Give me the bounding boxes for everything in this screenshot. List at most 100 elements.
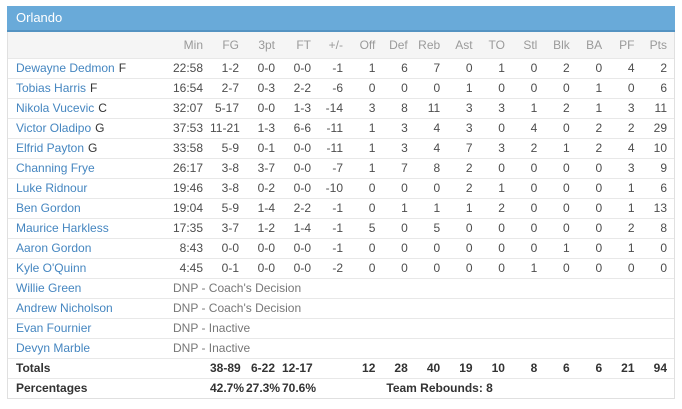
player-name-cell: Aaron Gordon — [8, 238, 168, 259]
stat-cell: 0 — [479, 218, 512, 239]
stat-cell: 1-4 — [282, 218, 318, 239]
stat-cell: 0-3 — [246, 78, 282, 99]
stat-cell: 3 — [447, 98, 480, 119]
totals-stat-cell: 38-89 — [210, 358, 246, 379]
totals-stat-cell: 12-17 — [282, 358, 318, 379]
stat-cell: 10 — [641, 138, 674, 159]
table-row: Luke Ridnour 19:46 3-8 0-2 0-0 -10 0 0 0 2 1 0 0 0 1 6 — [8, 178, 674, 199]
stat-cell: -10 — [318, 178, 350, 199]
table-row: Nikola Vucevic C 32:07 5-17 0-0 1-3 -14 3 8 11 3 3 1… — [8, 98, 674, 119]
stat-cell: 4 — [627, 61, 635, 75]
player-position: F — [118, 61, 127, 75]
stat-cell: 0 — [350, 258, 383, 279]
stat-cell: 0 — [511, 158, 545, 179]
player-name-cell: Luke Ridnour — [8, 178, 168, 199]
stat-cell: 0 — [576, 258, 610, 279]
player-link[interactable]: Willie Green — [16, 281, 82, 295]
totals-stat-cell: 10 — [479, 358, 512, 379]
stat-cell: 0 — [544, 198, 577, 219]
stat-cell: 7 — [382, 158, 415, 179]
column-header-ba: BA — [576, 32, 610, 59]
stat-cell: 11 — [414, 98, 448, 119]
player-link[interactable]: Maurice Harkless — [16, 221, 109, 235]
stat-cell: 1 — [609, 178, 642, 199]
stat-cell: 0 — [382, 178, 415, 199]
player-name-cell: Devyn Marble — [8, 338, 168, 359]
table-row: Kyle O'Quinn 4:45 0-1 0-0 0-0 -2 0 0 0 0 0 1 0 0 0 0 — [8, 258, 674, 279]
stat-cell: 0 — [576, 238, 610, 259]
stat-cell: 3-8 — [210, 158, 246, 179]
dnp-status: DNP - Inactive — [168, 318, 674, 339]
stat-cell: 0-0 — [210, 238, 246, 259]
player-name-cell: Willie Green — [8, 278, 168, 299]
stat-cell: 0-0 — [293, 61, 311, 75]
player-link[interactable]: Elfrid Payton — [16, 141, 85, 155]
stat-cell: 0 — [576, 218, 610, 239]
player-name-cell: Tobias Harris F — [8, 78, 168, 99]
player-link[interactable]: Kyle O'Quinn — [16, 261, 87, 275]
player-link[interactable]: Dewayne Dedmon — [16, 61, 115, 75]
table-row: Victor Oladipo G 37:53 11-21 1-3 6-6 -11 1 3 4 3 0 4… — [8, 118, 674, 139]
player-link[interactable]: Aaron Gordon — [16, 241, 92, 255]
stat-cell: 0-0 — [282, 138, 318, 159]
stat-cell: 26:17 — [168, 158, 210, 179]
column-header-stl: Stl — [511, 32, 545, 59]
stat-cell: 0 — [479, 118, 512, 139]
stat-cell: 0 — [544, 78, 577, 99]
stat-cell: -11 — [318, 138, 350, 159]
stat-cell: 0 — [511, 198, 545, 219]
player-link[interactable]: Devyn Marble — [16, 341, 91, 355]
stat-cell: 4:45 — [168, 258, 210, 279]
stat-cell: 3 — [382, 118, 415, 139]
stat-cell: 3 — [609, 98, 642, 119]
stat-cell: 2 — [563, 61, 570, 75]
stat-cell: 0 — [479, 238, 512, 259]
stat-cell: 1 — [479, 178, 512, 199]
column-header-pts: Pts — [641, 32, 674, 59]
player-link[interactable]: Luke Ridnour — [16, 181, 88, 195]
stat-cell: 0 — [576, 198, 610, 219]
table-row: Channing Frye 26:17 3-8 3-7 0-0 -7 1 7 8 2 0 0 0 0 3 9 — [8, 158, 674, 179]
stat-cell: 0 — [382, 218, 415, 239]
stat-cell: 1-2 — [221, 61, 239, 75]
stat-cell: 1 — [511, 98, 545, 119]
totals-stat-cell: 6-22 — [246, 358, 282, 379]
stat-cell: 13 — [641, 198, 674, 219]
stat-cell: 3 — [479, 138, 512, 159]
stat-cell: 0 — [350, 198, 383, 219]
totals-stat-cell: 6 — [576, 358, 610, 379]
player-name-cell: Kyle O'Quinn — [8, 258, 168, 279]
stat-cell: 2-7 — [210, 78, 246, 99]
stat-cell: 0-0 — [246, 238, 282, 259]
stat-cell: 7 — [433, 61, 441, 75]
table-row: Tobias Harris F 16:54 2-7 0-3 2-2 -6 0 0 0 1 0 0 0 1 0 6 — [8, 78, 674, 99]
stat-cell: 8:43 — [168, 238, 210, 259]
stat-cell: 1 — [609, 238, 642, 259]
column-header-min: Min — [168, 32, 210, 59]
player-link[interactable]: Evan Fournier — [16, 321, 92, 335]
player-position: G — [88, 141, 98, 155]
percentages-label: Percentages — [8, 378, 168, 398]
player-link[interactable]: Andrew Nicholson — [16, 301, 113, 315]
stat-cell: 5-17 — [210, 98, 246, 119]
stat-cell: 0 — [641, 238, 674, 259]
player-link[interactable]: Tobias Harris — [16, 81, 87, 95]
player-link[interactable]: Nikola Vucevic — [16, 101, 95, 115]
stat-cell: -7 — [318, 158, 350, 179]
stat-cell: 0 — [595, 61, 603, 75]
stat-cell: 29 — [641, 118, 674, 139]
box-score-table: Min FG 3pt FT +/- Off Def Reb Ast TO Stl Blk BA PF Pts… — [8, 32, 674, 398]
stat-cell: 0 — [576, 158, 610, 179]
player-link[interactable]: Channing Frye — [16, 161, 95, 175]
player-link[interactable]: Ben Gordon — [16, 201, 81, 215]
stat-cell: 0-0 — [282, 158, 318, 179]
totals-stat-cell: 19 — [447, 358, 480, 379]
percentages-row: Percentages 42.7% 27.3% 70.6% Team Rebounds:… — [8, 378, 674, 398]
stat-cell: -1 — [318, 238, 350, 259]
stat-cell: 0 — [465, 61, 473, 75]
player-name-cell: Victor Oladipo G — [8, 118, 168, 139]
team-rebounds: Team Rebounds: 8 — [382, 378, 674, 398]
stat-cell: -1 — [318, 198, 350, 219]
stat-cell: 8 — [414, 158, 448, 179]
player-link[interactable]: Victor Oladipo — [16, 121, 92, 135]
